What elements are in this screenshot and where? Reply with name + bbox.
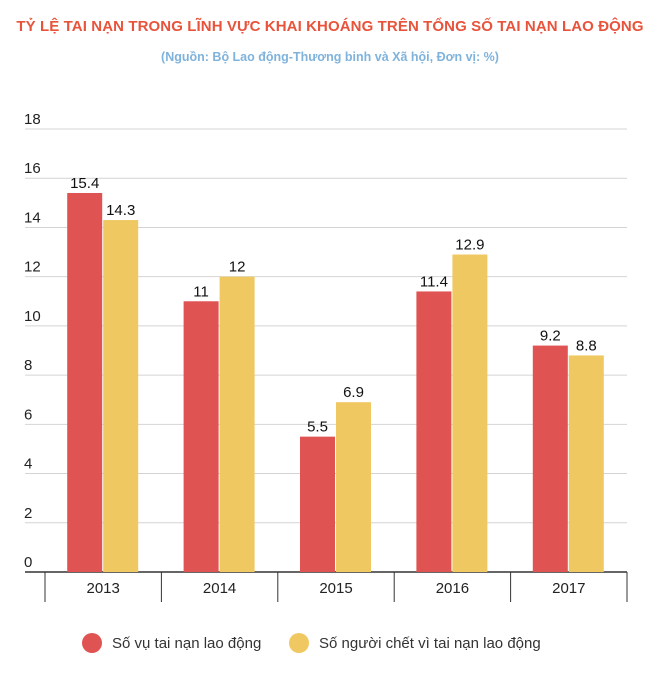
data-label: 6.9 [343, 384, 364, 401]
bar-series-2 [103, 220, 139, 573]
y-tick-label: 14 [24, 209, 41, 226]
bar-series-2 [336, 402, 371, 572]
y-tick-label: 12 [24, 259, 41, 276]
bar-series-1 [416, 291, 452, 572]
legend-item-series-1: Số vụ tai nạn lao động [82, 628, 261, 658]
legend-item-series-2: Số người chết vì tai nạn lao động [289, 628, 541, 658]
y-tick-label: 0 [24, 554, 32, 571]
bar-series-1 [67, 192, 103, 572]
x-tick-label: 2013 [87, 580, 120, 597]
data-label: 5.5 [307, 419, 328, 436]
legend: Số vụ tai nạn lao động Số người chết vì … [0, 628, 660, 658]
chart-subtitle: (Nguồn: Bộ Lao động-Thương binh và Xã hộ… [161, 50, 499, 64]
chart-title: TỶ LỆ TAI NẠN TRONG LĨNH VỰC KHAI KHOÁNG… [16, 18, 644, 35]
legend-swatch-series-1 [82, 633, 102, 653]
bar-series-2 [452, 254, 488, 572]
x-tick-label: 2017 [552, 580, 585, 597]
data-label: 11.4 [420, 273, 448, 290]
data-label: 14.3 [106, 202, 135, 219]
y-tick-label: 10 [24, 308, 41, 325]
data-label: 12 [229, 259, 246, 276]
bar-chart: 0 2 4 6 8 10 12 14 16 18 2013 15.4 14.3 2014 11 12 2015 5… [24, 111, 628, 602]
data-label: 15.4 [70, 175, 99, 192]
y-tick-label: 16 [24, 160, 41, 177]
data-label: 8.8 [576, 337, 597, 354]
legend-swatch-series-2 [289, 633, 309, 653]
bar-series-1 [183, 301, 219, 572]
data-label: 11 [193, 283, 209, 300]
bar-series-1 [532, 345, 568, 572]
bar-series-2 [568, 355, 604, 572]
bar-series-2 [219, 276, 255, 572]
x-tick-label: 2016 [436, 580, 469, 597]
y-tick-label: 8 [24, 357, 32, 374]
x-tick-label: 2014 [203, 580, 236, 597]
x-tick-label: 2015 [319, 580, 352, 597]
y-tick-label: 2 [24, 505, 32, 522]
legend-label-series-1: Số vụ tai nạn lao động [112, 634, 262, 652]
data-label: 12.9 [455, 237, 484, 254]
bar-series-1 [300, 436, 335, 572]
y-tick-label: 4 [24, 456, 32, 473]
y-tick-label: 18 [24, 111, 41, 128]
y-tick-label: 6 [24, 406, 32, 423]
data-label: 9.2 [540, 328, 561, 345]
legend-label-series-2: Số người chết vì tai nạn lao động [319, 634, 541, 652]
